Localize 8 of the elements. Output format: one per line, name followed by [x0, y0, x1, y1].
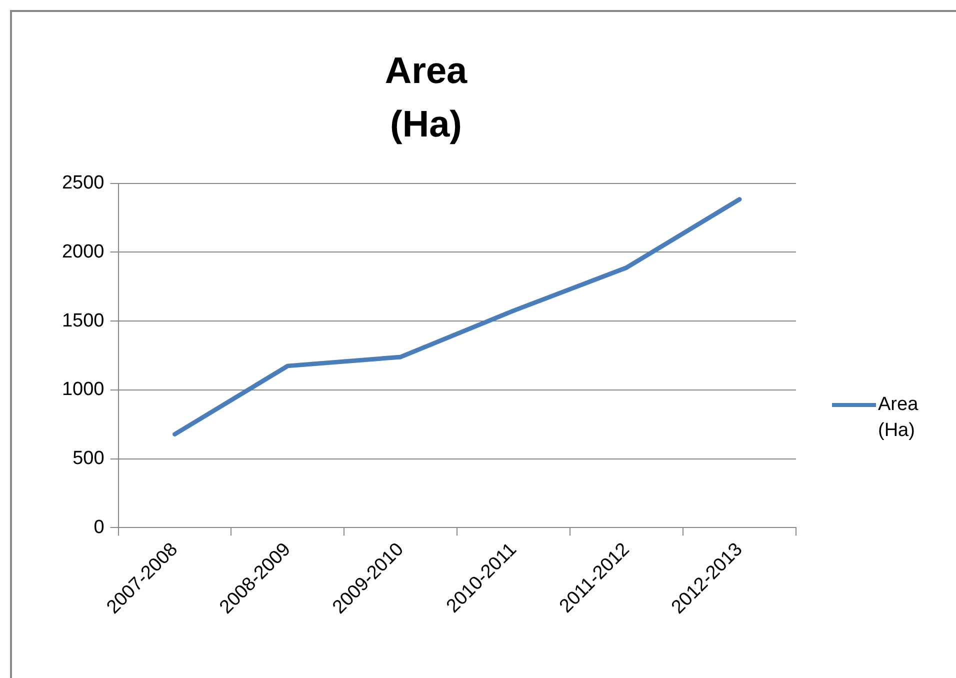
chart-title: Area (Ha) — [384, 50, 468, 145]
y-tick-label: 500 — [72, 448, 104, 469]
y-tick-label: 1500 — [62, 310, 104, 332]
y-tick-label: 1000 — [62, 379, 104, 400]
y-tick-label: 0 — [94, 516, 104, 538]
y-tick-label: 2500 — [62, 172, 104, 194]
legend-label: Area (Ha) — [878, 393, 920, 443]
y-tick-label: 2000 — [62, 241, 104, 262]
